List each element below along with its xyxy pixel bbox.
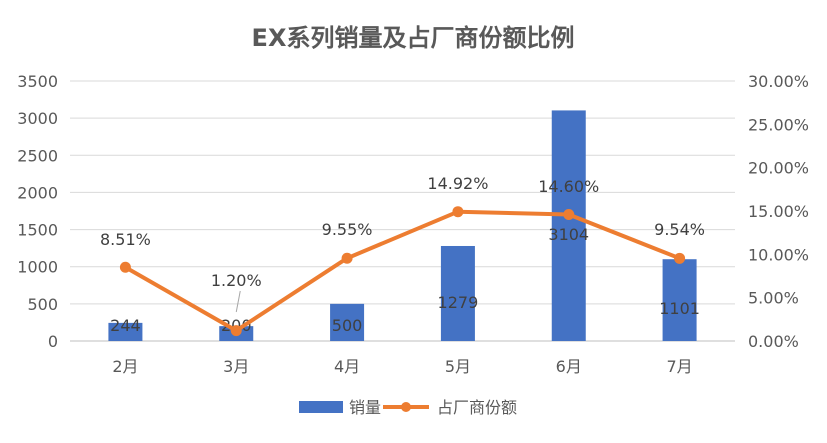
legend-bar-label: 销量 [349, 398, 381, 417]
right-tick-label: 10.00% [748, 245, 809, 264]
right-tick-label: 20.00% [748, 159, 809, 178]
bar-data-label: 244 [110, 316, 141, 335]
bar-series [108, 110, 697, 341]
line-data-label: 8.51% [100, 230, 151, 249]
line-point [452, 206, 464, 218]
category-label: 3月 [223, 357, 249, 376]
bar [551, 110, 586, 341]
left-tick-label: 3500 [17, 72, 58, 91]
right-tick-label: 0.00% [748, 332, 799, 351]
left-tick-label: 1500 [17, 221, 58, 240]
category-label: 7月 [666, 357, 692, 376]
bar [330, 303, 365, 341]
left-tick-label: 1000 [17, 258, 58, 277]
left-tick-label: 2000 [17, 183, 58, 202]
chart-title: EX系列销量及占厂商份额比例 [252, 24, 575, 52]
bar-data-label: 1101 [659, 299, 700, 318]
category-label: 4月 [334, 357, 360, 376]
category-label: 6月 [556, 357, 582, 376]
bar-data-label: 1279 [438, 293, 479, 312]
line-data-label: 14.92% [427, 174, 488, 193]
left-tick-label: 0 [48, 332, 58, 351]
bar [440, 245, 475, 341]
legend-line-label: 占厂商份额 [437, 398, 517, 417]
line-point [341, 252, 353, 264]
bar [662, 259, 697, 341]
right-tick-label: 15.00% [748, 202, 809, 221]
right-tick-label: 25.00% [748, 115, 809, 134]
line-point [230, 325, 242, 337]
left-tick-label: 3000 [17, 109, 58, 128]
bar [108, 322, 143, 341]
left-tick-label: 2500 [17, 146, 58, 165]
category-label: 5月 [445, 357, 471, 376]
line-point [563, 208, 575, 220]
legend-bar-swatch [299, 401, 343, 413]
legend-line-marker [401, 402, 411, 412]
right-tick-label: 5.00% [748, 289, 799, 308]
right-tick-label: 30.00% [748, 72, 809, 91]
bar-data-labels: 244200500127931041101 [110, 225, 700, 335]
bar-data-label: 3104 [548, 225, 589, 244]
line-point [674, 252, 686, 264]
line-data-label: 9.54% [654, 220, 705, 239]
right-axis: 0.00% 5.00% 10.00% 15.00% 20.00% 25.00% 30.00% [748, 72, 809, 351]
line-data-label: 14.60% [538, 177, 599, 196]
legend: 销量 占厂商份额 [299, 398, 517, 417]
gridlines [70, 80, 735, 342]
left-tick-label: 500 [27, 295, 58, 314]
bar-data-label: 500 [332, 316, 363, 335]
line-path [124, 209, 681, 333]
x-axis: 2月 3月 4月 5月 6月 7月 [112, 357, 692, 376]
line-point [119, 261, 131, 273]
label-leader-line [235, 290, 241, 313]
category-label: 2月 [112, 357, 138, 376]
line-data-labels: 8.51% 1.20% 9.55% 14.92% 14.60% 9.54% [100, 174, 705, 313]
left-axis: 0 500 1000 1500 2000 2500 3000 3500 [17, 72, 58, 351]
line-data-label: 9.55% [322, 220, 373, 239]
line-series [119, 206, 686, 337]
line-data-label: 1.20% [211, 271, 262, 290]
